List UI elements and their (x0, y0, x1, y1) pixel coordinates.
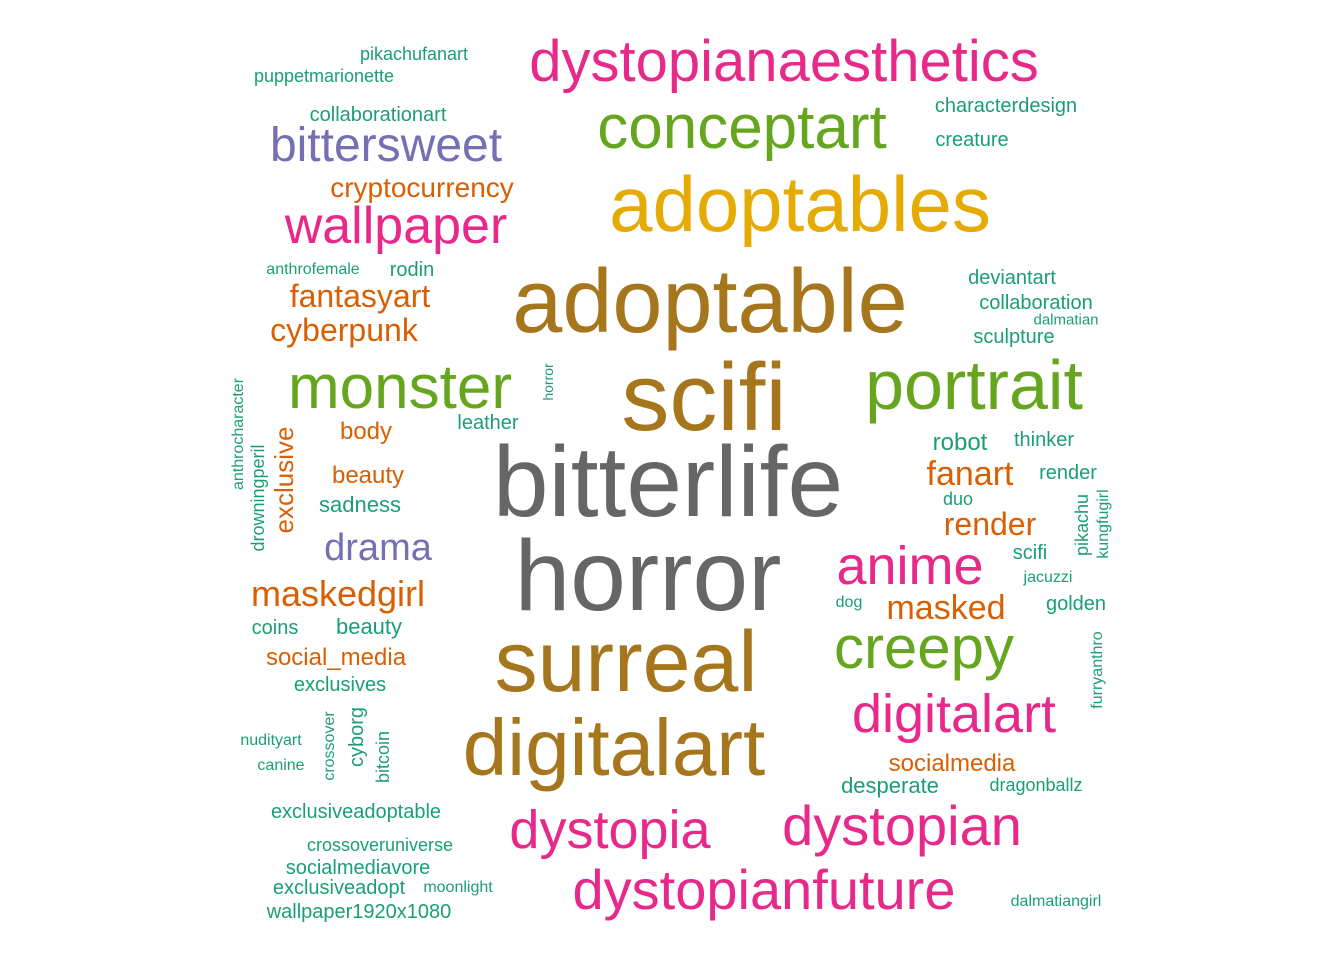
word-characterdesign: characterdesign (934, 95, 1078, 117)
word-cyberpunk: cyberpunk (270, 312, 418, 348)
word-exclusiveadoptable: exclusiveadoptable (270, 801, 442, 823)
word-creepy: creepy (833, 614, 1015, 681)
word-sadness: sadness (319, 492, 401, 517)
word-leather: leather (457, 412, 519, 434)
word-portrait: portrait (865, 346, 1083, 424)
word-crossoveruniverse: crossoveruniverse (306, 835, 454, 855)
word-collaboration: collaboration (979, 292, 1093, 314)
word-socialmediavore: socialmediavore (285, 857, 431, 879)
word-duo: duo (942, 489, 974, 509)
word-sculpture: sculpture (973, 326, 1055, 348)
word-pikachufanart: pikachufanart (359, 44, 469, 64)
word-beauty: beauty (335, 614, 403, 639)
word-golden: golden (1045, 593, 1107, 615)
word-dystopia: dystopia (509, 800, 711, 860)
word-creature: creature (935, 129, 1009, 151)
word-anime: anime (836, 536, 984, 596)
word-horror: horror (514, 520, 782, 632)
word-robot: robot (932, 429, 988, 456)
word-coins: coins (251, 617, 299, 639)
word-surreal: surreal (494, 614, 758, 710)
word-canine: canine (257, 757, 305, 774)
word-render: render (1039, 462, 1097, 484)
word-jacuzzi: jacuzzi (1023, 569, 1073, 586)
word-wallpaper1920x1080: wallpaper1920x1080 (266, 901, 452, 923)
word-beauty: beauty (331, 462, 405, 489)
word-dystopianfuture: dystopianfuture (572, 858, 956, 921)
word-digitalart: digitalart (462, 703, 766, 792)
word-dystopian: dystopian (782, 794, 1022, 857)
word-social-media: social_media (265, 644, 407, 671)
word-dalmatian: dalmatian (1033, 311, 1099, 329)
word-bitcoin: bitcoin (373, 730, 393, 784)
word-body: body (339, 418, 393, 445)
word-exclusive: exclusive (269, 426, 299, 534)
word-exclusives: exclusives (293, 674, 387, 696)
word-anthrofemale: anthrofemale (266, 261, 360, 278)
word-scifi: scifi (1012, 542, 1048, 564)
word-moonlight: moonlight (423, 879, 493, 896)
word-horror: horror (540, 363, 556, 401)
word-dog: dog (835, 594, 863, 611)
word-adoptable: adoptable (512, 252, 908, 352)
word-kungfugirl: kungfugirl (1095, 489, 1112, 559)
word-fanart: fanart (926, 455, 1014, 493)
word-crossover: crossover (321, 711, 338, 781)
word-desperate: desperate (841, 773, 939, 798)
word-thinker: thinker (1013, 429, 1075, 451)
word-socialmedia: socialmedia (888, 750, 1016, 777)
word-anthrocharacter: anthrocharacter (230, 377, 247, 491)
word-cryptocurrency: cryptocurrency (330, 172, 514, 203)
word-digitalart: digitalart (851, 684, 1057, 744)
word-conceptart: conceptart (597, 93, 887, 162)
word-rodin: rodin (389, 259, 435, 281)
word-furryanthro: furryanthro (1089, 631, 1106, 709)
word-collaborationart: collaborationart (309, 104, 447, 126)
word-maskedgirl: maskedgirl (250, 573, 426, 614)
word-pikachu: pikachu (1072, 493, 1092, 557)
word-bitterlife: bitterlife (492, 426, 844, 538)
word-dystopianaesthetics: dystopianaesthetics (529, 29, 1039, 94)
word-dalmatiangirl: dalmatiangirl (1010, 893, 1102, 910)
word-fantasyart: fantasyart (289, 278, 431, 314)
word-adoptables: adoptables (609, 160, 991, 248)
word-masked: masked (886, 589, 1006, 627)
word-wallpaper: wallpaper (284, 197, 508, 255)
word-bittersweet: bittersweet (269, 119, 503, 172)
word-monster: monster (288, 353, 512, 422)
word-nudityart: nudityart (240, 732, 302, 749)
word-scifi: scifi (621, 344, 787, 451)
word-drowningperil: drowningperil (248, 444, 268, 552)
word-dragonballz: dragonballz (989, 775, 1083, 795)
word-puppetmarionette: puppetmarionette (253, 66, 395, 86)
word-deviantart: deviantart (968, 267, 1056, 289)
word-cyborg: cyborg (346, 706, 368, 768)
word-exclusiveadopt: exclusiveadopt (272, 877, 406, 899)
word-drama: drama (324, 527, 432, 569)
word-render: render (943, 506, 1037, 542)
